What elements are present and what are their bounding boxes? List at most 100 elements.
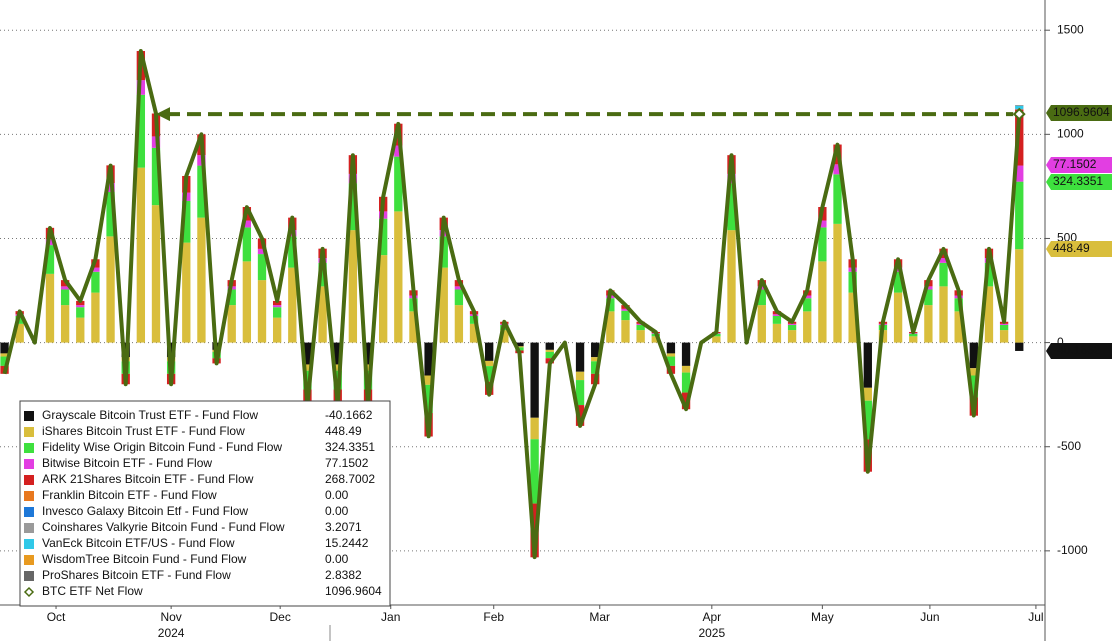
legend-label: iShares Bitcoin Trust ETF - Fund Flow [42, 424, 245, 438]
bar-segment [863, 387, 872, 401]
bar-segment [485, 342, 494, 361]
bar-segment [591, 361, 600, 374]
bar-segment [288, 267, 297, 343]
bar-segment [45, 273, 55, 343]
bar-segment [242, 261, 252, 343]
legend-value: 0.00 [325, 552, 349, 566]
legend-label: Franklin Bitcoin ETF - Fund Flow [42, 488, 217, 502]
bar-segment [712, 333, 721, 337]
legend-label: ProShares Bitcoin ETF - Fund Flow [42, 568, 231, 582]
bar-segment [197, 217, 206, 343]
bar-segment [969, 375, 978, 398]
bar-segment [439, 236, 448, 268]
bar-segment [803, 295, 812, 299]
bar-segment [636, 324, 645, 331]
bar-segment [91, 292, 100, 343]
x-tick-label: Oct [47, 610, 66, 624]
bar-segment [939, 258, 948, 263]
bar-segment [606, 311, 615, 343]
bar-segment [424, 384, 433, 413]
bar-segment [848, 292, 857, 343]
bar-segment [1015, 105, 1024, 109]
x-tick-label: Jun [920, 610, 939, 624]
value-tag [1046, 174, 1112, 190]
bar-segment [91, 267, 100, 272]
bar-segment [666, 356, 676, 366]
bar-segment [318, 286, 327, 343]
legend-value: 0.00 [325, 488, 349, 502]
value-tag-label: 448.49 [1053, 241, 1090, 255]
bar-segment [197, 165, 206, 218]
bar-segment [303, 364, 312, 371]
bar-segment [1015, 342, 1024, 351]
bar-segment [787, 323, 797, 325]
value-tag-label: -40.1662 [1053, 343, 1101, 357]
legend-label: VanEck Bitcoin ETF/US - Fund Flow [42, 536, 235, 550]
bar-segment [394, 211, 403, 343]
x-tick-label: Dec [270, 610, 291, 624]
legend-marker [24, 523, 34, 533]
bar-segment [591, 342, 600, 358]
bar-segment [939, 286, 948, 343]
bar-segment [227, 305, 236, 343]
bar-segment [818, 220, 827, 228]
lines [2, 49, 1026, 560]
bar-segment [151, 205, 161, 343]
bar-segment [1015, 181, 1024, 250]
bar-segment [1015, 105, 1024, 106]
legend-marker [24, 555, 34, 565]
bar-segment [60, 289, 70, 306]
legend-marker [24, 539, 34, 549]
legend-value: 15.2442 [325, 536, 369, 550]
legend-value: 324.3351 [325, 440, 375, 454]
bar-segment [182, 242, 191, 343]
bar-segment [712, 336, 721, 343]
y-tick-label: 0 [1057, 335, 1064, 349]
bar-segment [575, 371, 585, 381]
legend-marker [24, 571, 34, 581]
bar-segment [666, 342, 676, 354]
net-flow-line [2, 49, 1022, 560]
bar-segment [363, 364, 373, 371]
bar-segment [757, 305, 766, 343]
bar-segment [833, 174, 842, 224]
year-label: 2024 [158, 626, 185, 640]
bar-segment [984, 286, 994, 343]
bar-segment [969, 368, 978, 376]
bar-segment [348, 230, 358, 343]
bar-segment [999, 330, 1009, 343]
y-tick-label: 1500 [1057, 22, 1084, 36]
legend-marker [23, 586, 35, 598]
bar-segment [621, 310, 630, 321]
bar-segment [772, 314, 782, 316]
x-tick-label: Feb [483, 610, 504, 624]
legend-marker [24, 427, 34, 437]
legend-value: 2.8382 [325, 568, 362, 582]
bar-segment [303, 370, 312, 390]
bar-segment [893, 267, 903, 272]
value-tag-label: 324.3351 [1053, 174, 1103, 188]
x-tick-label: Nov [160, 610, 181, 624]
bar-segment [681, 342, 691, 366]
bar-segment [984, 262, 994, 287]
bar-segment [272, 305, 282, 308]
legend-value: 3.2071 [325, 520, 362, 534]
bar-segment [863, 342, 872, 388]
year-label: 2025 [698, 626, 725, 640]
bar-segment [939, 262, 948, 287]
bar-segment [76, 300, 85, 306]
bar-segment [818, 261, 827, 343]
bar-segment [803, 298, 812, 312]
legend-marker [24, 443, 34, 453]
bar-segment [272, 307, 282, 318]
bar-segment [136, 167, 146, 343]
legend-marker [24, 459, 34, 469]
bar-segment [772, 323, 782, 343]
legend-label: Grayscale Bitcoin Trust ETF - Fund Flow [42, 408, 258, 422]
bar-segment [91, 271, 100, 293]
bar-segment [954, 311, 963, 343]
bar-segment [545, 351, 554, 359]
bar-segment [575, 342, 585, 372]
bar-segment [363, 342, 373, 365]
